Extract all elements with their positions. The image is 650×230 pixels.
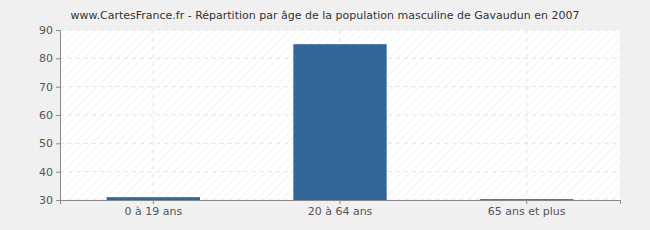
tick-label: 30 <box>39 194 53 207</box>
y-axis: 30 40 50 60 70 80 90 <box>39 24 61 207</box>
grid-line <box>153 30 154 200</box>
tick: 60 <box>39 109 60 122</box>
plot-background <box>60 30 620 200</box>
tick-label: 40 <box>39 166 53 179</box>
grid-line <box>526 30 527 200</box>
tick: 30 <box>39 194 60 207</box>
title: www.CartesFrance.fr - Répartition par âg… <box>70 9 579 22</box>
grid <box>60 30 620 200</box>
bars <box>107 44 574 200</box>
tick-label: 65 ans et plus <box>488 205 566 218</box>
tick: 90 <box>39 24 60 37</box>
tick-label: 70 <box>39 81 53 94</box>
bar <box>480 199 573 200</box>
tick: 70 <box>39 81 60 94</box>
tick-mark <box>56 200 60 201</box>
tick-label: 60 <box>39 109 53 122</box>
tick-mark <box>56 58 60 59</box>
chart: www.CartesFrance.fr - Répartition par âg… <box>0 0 650 230</box>
tick: 50 <box>39 137 60 150</box>
x-axis: 0 à 19 ans 20 à 64 ans 65 ans et plus <box>61 200 621 218</box>
grid-x <box>153 30 526 200</box>
tick-mark <box>526 200 527 204</box>
bar <box>293 44 386 200</box>
tick-label: 20 à 64 ans <box>308 205 373 218</box>
tick-mark <box>340 200 341 204</box>
tick-mark <box>56 172 60 173</box>
tick-label: 90 <box>39 24 53 37</box>
background <box>0 0 650 230</box>
tick-label: 0 à 19 ans <box>124 205 182 218</box>
tick-mark <box>153 200 154 204</box>
plot: 30 40 50 60 70 80 90 0 à 19 ans 20 à 64 ans 65 an… <box>39 24 621 218</box>
tick-label: 50 <box>39 137 53 150</box>
axis-line <box>56 31 61 201</box>
tick-mark <box>56 30 60 31</box>
axis-line <box>61 201 621 205</box>
tick: 65 ans et plus <box>488 200 566 218</box>
tick-mark <box>56 115 60 116</box>
tick-mark <box>56 87 60 88</box>
tick-mark <box>56 143 60 144</box>
tick: 40 <box>39 166 60 179</box>
bar <box>107 197 200 200</box>
tick: 0 à 19 ans <box>124 200 182 218</box>
tick-label: 80 <box>39 52 53 65</box>
tick: 80 <box>39 52 60 65</box>
tick: 20 à 64 ans <box>308 200 373 218</box>
